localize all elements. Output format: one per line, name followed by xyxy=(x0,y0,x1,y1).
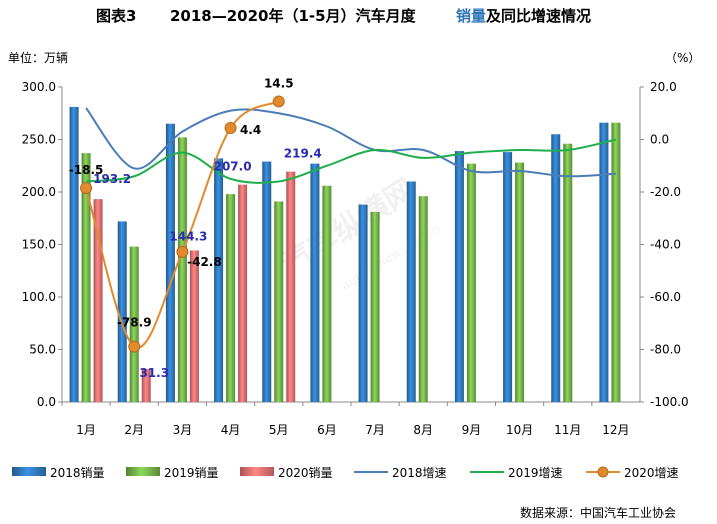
chart-title: 图表3 2018—2020年（1-5月）汽车月度 销量 及同比增速情况 xyxy=(96,7,591,25)
growth-lines xyxy=(80,95,617,353)
title-suffix: 及同比增速情况 xyxy=(486,7,591,25)
source-note: 数据来源：中国汽车工业协会 xyxy=(520,505,676,520)
y2-tick-label: 0.0 xyxy=(650,133,669,147)
bar-2020销量-5月 xyxy=(286,171,296,402)
bar-2019销量-3月 xyxy=(177,137,187,402)
bar-2019销量-2月 xyxy=(129,246,139,402)
bar-2018销量-9月 xyxy=(454,151,464,402)
bar-2018销量-5月 xyxy=(262,161,272,402)
bar-2019销量-8月 xyxy=(418,196,428,402)
bar-2020销量-2月 xyxy=(141,369,151,402)
y2-axis-unit-label: （%） xyxy=(665,51,700,65)
bar-2018销量-4月 xyxy=(214,158,224,402)
line-2018增速 xyxy=(85,107,616,178)
legend-label-2019销量: 2019销量 xyxy=(164,466,219,480)
bar-2019销量-12月 xyxy=(611,122,621,402)
x-tick-label: 4月 xyxy=(221,423,241,437)
bar-2018销量-10月 xyxy=(503,152,513,402)
bar-2018销量-3月 xyxy=(165,123,175,402)
title-prefix: 图表3 xyxy=(96,7,136,25)
point-2020增速-3月 xyxy=(176,245,189,258)
label-2020-sales-2月: 31.3 xyxy=(139,366,169,380)
x-tick-label: 3月 xyxy=(173,423,193,437)
label-2020-sales-3月: 144.3 xyxy=(169,229,207,243)
bar-2019销量-9月 xyxy=(466,163,476,402)
x-tick-label: 9月 xyxy=(462,423,482,437)
x-tick-label: 1月 xyxy=(76,423,96,437)
bar-2019销量-4月 xyxy=(226,194,236,402)
line-2019增速 xyxy=(85,138,617,184)
y-tick-label: 150.0 xyxy=(22,238,56,252)
title-highlight: 销量 xyxy=(456,7,486,25)
y-tick-label: 100.0 xyxy=(22,290,56,304)
y2-tick-label: 20.0 xyxy=(650,80,677,94)
legend-marker-2020增速 xyxy=(597,466,609,478)
bar-2019销量-7月 xyxy=(370,211,380,402)
legend-swatch-2019销量 xyxy=(126,467,160,476)
data-labels: 193.2 31.3 144.3 207.0 219.4 -18.5 -78.9 -42.8 4… xyxy=(69,76,322,380)
legend-swatch-2018销量 xyxy=(12,467,46,476)
axes: 0.0 50.0 100.0 150.0 200.0 250.0 300.0 -100.0 -8… xyxy=(22,80,689,437)
y-tick-label: 50.0 xyxy=(29,343,56,357)
y2-tick-label: -40.0 xyxy=(650,238,681,252)
legend-label-2018销量: 2018销量 xyxy=(50,466,105,480)
legend-label-2020增速: 2020增速 xyxy=(624,466,679,480)
bar-2018销量-1月 xyxy=(69,106,79,402)
legend-label-2018增速: 2018增速 xyxy=(392,466,447,480)
label-2020-sales-5月: 219.4 xyxy=(284,147,322,161)
label-2020-sales-4月: 207.0 xyxy=(214,160,252,174)
title-years: 2018—2020年（1-5月）汽车月度 xyxy=(170,7,417,25)
y-tick-label: 0.0 xyxy=(37,395,56,409)
y-tick-label: 250.0 xyxy=(22,133,56,147)
legend-label-2019增速: 2019增速 xyxy=(508,466,563,480)
bar-2018销量-8月 xyxy=(406,181,416,402)
bar-2020销量-4月 xyxy=(238,184,248,402)
point-2020增速-4月 xyxy=(224,121,237,134)
watermark-text: 汽车纵横网 xyxy=(276,173,422,282)
x-tick-label: 2月 xyxy=(124,423,144,437)
bar-2019销量-1月 xyxy=(81,153,91,402)
x-tick-label: 7月 xyxy=(365,423,385,437)
x-tick-label: 11月 xyxy=(554,423,581,437)
bar-2019销量-10月 xyxy=(515,162,525,402)
y-tick-label: 200.0 xyxy=(22,185,56,199)
legend-swatch-2020销量 xyxy=(240,467,274,476)
x-tick-label: 5月 xyxy=(269,423,289,437)
y2-tick-label: -20.0 xyxy=(650,185,681,199)
label-2020-growth-5月: 14.5 xyxy=(264,76,294,90)
bars xyxy=(69,106,621,402)
bar-2018销量-7月 xyxy=(358,204,368,402)
point-2020增速-1月 xyxy=(80,182,93,195)
label-2020-growth-3月: -42.8 xyxy=(187,255,222,269)
bar-2018销量-12月 xyxy=(599,122,609,402)
bar-2020销量-1月 xyxy=(93,199,103,402)
label-2020-growth-2月: -78.9 xyxy=(117,316,152,330)
y2-tick-label: -100.0 xyxy=(650,395,689,409)
x-tick-label: 12月 xyxy=(602,423,629,437)
legend: 2018销量 2019销量 2020销量 2018增速 2019增速 2020增速 xyxy=(12,466,679,480)
x-tick-label: 8月 xyxy=(413,423,433,437)
bar-2018销量-2月 xyxy=(117,221,127,402)
bar-2018销量-11月 xyxy=(551,134,561,402)
x-tick-label: 6月 xyxy=(317,423,337,437)
bar-2020销量-3月 xyxy=(189,250,199,402)
y-tick-label: 300.0 xyxy=(22,80,56,94)
point-2020增速-5月 xyxy=(272,95,285,108)
bar-2019销量-11月 xyxy=(563,143,573,402)
bar-2018销量-6月 xyxy=(310,163,320,402)
y-axis-unit-label: 单位：万辆 xyxy=(8,50,68,65)
bar-2019销量-6月 xyxy=(322,185,332,402)
bar-2019销量-5月 xyxy=(274,201,284,402)
point-2020增速-2月 xyxy=(128,340,141,353)
label-2020-growth-1月: -18.5 xyxy=(69,163,104,177)
y2-tick-label: -80.0 xyxy=(650,343,681,357)
label-2020-growth-4月: 4.4 xyxy=(240,123,261,137)
legend-label-2020销量: 2020销量 xyxy=(278,466,333,480)
label-2020-sales-1月: 193.2 xyxy=(93,172,131,186)
x-tick-label: 10月 xyxy=(506,423,533,437)
y2-tick-label: -60.0 xyxy=(650,290,681,304)
